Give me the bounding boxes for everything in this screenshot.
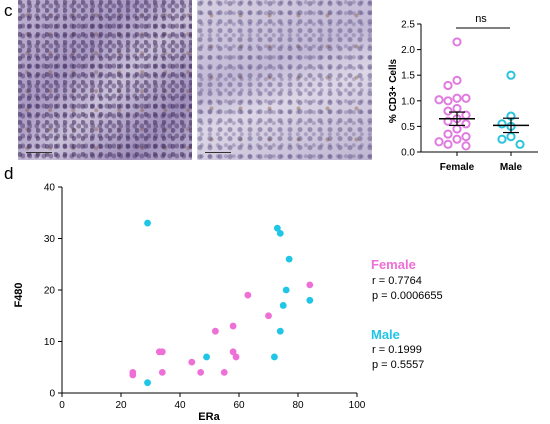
data-point-c-female (452, 37, 462, 47)
data-point-c-female (461, 132, 471, 142)
data-point-c-female (443, 129, 453, 139)
data-point-d-female (188, 358, 196, 366)
data-point-c-female (434, 137, 444, 147)
data-point-c-female (443, 116, 453, 126)
data-point-d-male (271, 353, 278, 361)
data-point-d-male (285, 255, 293, 263)
micrograph-left (18, 0, 192, 160)
data-point-d-male (306, 296, 314, 304)
y-tick-label-d: 20 (44, 286, 56, 297)
data-point-c-female (434, 95, 444, 105)
y-tick-label-d: 40 (44, 183, 56, 194)
x-axis-title-d: ERa (198, 411, 220, 423)
data-point-c-female (461, 141, 471, 151)
y-tick-label-c: 2.5 (401, 20, 415, 31)
data-point-c-female (443, 106, 453, 116)
legend-female-r: r = 0.7764 (372, 275, 422, 287)
legend-female-p: p = 0.0006655 (372, 290, 443, 302)
y-tick-label-d: 30 (44, 234, 56, 245)
data-point-d-male (203, 353, 210, 361)
data-point-d-male (276, 229, 284, 237)
legend-male-p: p = 0.5557 (372, 359, 424, 371)
data-point-d-female (129, 371, 137, 379)
x-tick-label-d: 40 (174, 400, 186, 411)
data-point-d-female (158, 348, 166, 356)
data-point-d-male (276, 327, 284, 335)
y-tick-label-c: 0.0 (401, 148, 415, 159)
data-point-d-female (220, 369, 228, 376)
x-category-male: Male (500, 162, 523, 173)
legend-female-label: Female (371, 257, 416, 272)
data-point-d-female (212, 327, 219, 335)
data-point-c-female (452, 93, 462, 103)
y-tick-label-d: 10 (44, 337, 56, 348)
x-tick-label-d: 80 (292, 400, 304, 411)
data-point-c-female (443, 80, 453, 91)
ns-label: ns (475, 13, 487, 25)
y-axis-title-c: % CD3+ Cells (388, 58, 399, 123)
data-point-d-female (197, 369, 205, 376)
data-point-d-male (144, 379, 151, 387)
data-point-d-male (282, 286, 290, 294)
x-tick-label-d: 0 (59, 400, 65, 411)
data-point-d-male (273, 224, 281, 232)
y-axis-title-d: F480 (13, 282, 25, 307)
data-point-d-male (144, 219, 151, 227)
data-point-c-female (452, 134, 462, 144)
y-tick-label-d: 0 (49, 389, 55, 400)
scale-bar-left (26, 152, 52, 153)
panel-d-letter: d (4, 164, 14, 183)
data-point-c-male (497, 134, 507, 144)
y-tick-label-c: 0.5 (401, 122, 415, 133)
x-tick-label-d: 100 (349, 400, 366, 411)
data-point-c-male (515, 139, 525, 149)
data-point-d-female (306, 281, 314, 289)
panel-c-letter: c (4, 1, 13, 20)
x-category-female: Female (440, 162, 475, 173)
data-point-d-female (229, 348, 237, 356)
legend-male-label: Male (371, 327, 400, 342)
data-point-d-female (158, 369, 166, 376)
data-point-c-female (443, 96, 453, 106)
x-tick-label-d: 20 (115, 400, 127, 411)
y-tick-label-c: 1.0 (401, 96, 415, 107)
data-point-c-female (443, 139, 453, 149)
data-point-d-female (265, 312, 272, 320)
data-point-c-female (452, 75, 462, 85)
data-point-c-male (506, 70, 516, 80)
data-point-d-female (229, 322, 237, 330)
data-point-d-male (279, 302, 287, 309)
y-tick-label-c: 1.5 (401, 71, 415, 82)
data-point-d-female (244, 291, 252, 299)
x-tick-label-d: 60 (233, 400, 245, 411)
micrograph-right (197, 0, 372, 160)
y-tick-label-c: 2.0 (401, 45, 415, 56)
scale-bar-right (205, 152, 231, 153)
data-point-c-female (461, 93, 471, 103)
data-point-d-female (232, 353, 240, 361)
legend-male-r: r = 0.1999 (372, 344, 422, 356)
